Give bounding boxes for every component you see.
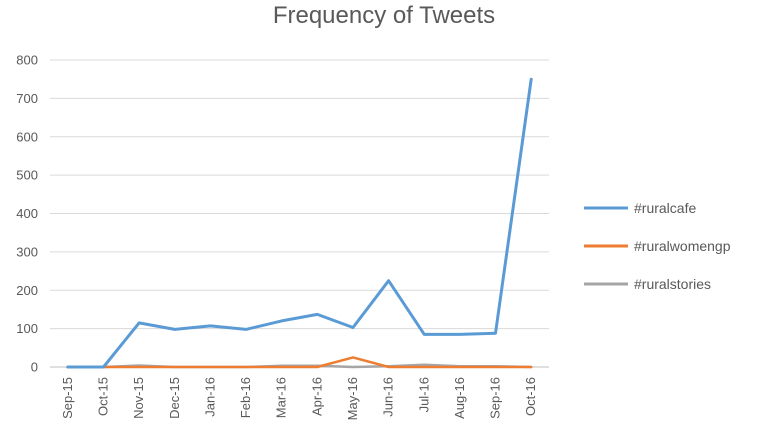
x-tick-label: Nov-15 xyxy=(131,377,146,419)
data-point xyxy=(388,366,390,368)
y-tick-label: 600 xyxy=(16,129,38,144)
data-point xyxy=(138,364,140,366)
data-point xyxy=(352,326,354,328)
data-point xyxy=(459,333,461,335)
data-point xyxy=(352,366,354,368)
data-point xyxy=(316,366,318,368)
x-tick-label: Apr-16 xyxy=(309,377,324,416)
x-tick-label: Sep-16 xyxy=(488,377,503,419)
x-tick-label: Jan-16 xyxy=(202,377,217,417)
x-tick-label: Oct-16 xyxy=(523,377,538,416)
legend-label: #ruralstories xyxy=(634,276,711,292)
legend-item-ruralcafe: #ruralcafe xyxy=(584,200,696,216)
y-tick-label: 0 xyxy=(31,360,38,375)
x-tick-label: Feb-16 xyxy=(238,377,253,418)
y-tick-label: 100 xyxy=(16,321,38,336)
data-point xyxy=(316,313,318,315)
series-line-ruralwomengp xyxy=(66,356,533,369)
data-point xyxy=(209,325,211,327)
data-point xyxy=(102,366,104,368)
legend: #ruralcafe #ruralwomengp #ruralstories xyxy=(584,200,731,292)
y-axis-ticks: 0 100 200 300 400 500 600 700 800 xyxy=(16,53,38,375)
data-point xyxy=(530,366,532,368)
data-point xyxy=(495,332,497,334)
y-tick-label: 700 xyxy=(16,91,38,106)
x-tick-label: May-16 xyxy=(345,377,360,420)
data-point xyxy=(174,366,176,368)
data-point xyxy=(423,364,425,366)
data-point xyxy=(174,328,176,330)
legend-label: #ruralcafe xyxy=(634,200,696,216)
data-point xyxy=(281,320,283,322)
legend-label: #ruralwomengp xyxy=(634,238,731,254)
series-line-ruralcafe xyxy=(66,77,533,369)
x-tick-label: Aug-16 xyxy=(452,377,467,419)
y-tick-label: 500 xyxy=(16,168,38,183)
y-tick-label: 300 xyxy=(16,244,38,259)
x-axis-ticks: Sep-15 Oct-15 Nov-15 Dec-15 Jan-16 Feb-16 Mar-… xyxy=(60,377,538,420)
data-point xyxy=(67,366,69,368)
x-tick-label: Oct-15 xyxy=(95,377,110,416)
legend-item-ruralwomengp: #ruralwomengp xyxy=(584,238,731,254)
y-tick-label: 400 xyxy=(16,206,38,221)
data-point xyxy=(281,366,283,368)
data-point xyxy=(138,366,140,368)
x-tick-label: Jun-16 xyxy=(381,377,396,417)
data-point xyxy=(245,366,247,368)
data-point xyxy=(423,366,425,368)
gridlines xyxy=(50,59,549,368)
data-point xyxy=(530,78,532,80)
legend-item-ruralstories: #ruralstories xyxy=(584,276,711,292)
data-point xyxy=(209,366,211,368)
x-tick-label: Dec-15 xyxy=(167,377,182,419)
data-point xyxy=(459,366,461,368)
data-point xyxy=(352,356,354,358)
data-point xyxy=(423,333,425,335)
series-lines xyxy=(66,77,533,369)
x-tick-label: Sep-15 xyxy=(60,377,75,419)
data-point xyxy=(495,366,497,368)
y-tick-label: 200 xyxy=(16,283,38,298)
x-tick-label: Mar-16 xyxy=(274,377,289,418)
y-tick-label: 800 xyxy=(16,53,38,68)
data-point xyxy=(138,322,140,324)
data-point xyxy=(388,280,390,282)
x-tick-label: Jul-16 xyxy=(416,377,431,412)
data-point xyxy=(245,328,247,330)
chart-title: Frequency of Tweets xyxy=(272,2,496,29)
